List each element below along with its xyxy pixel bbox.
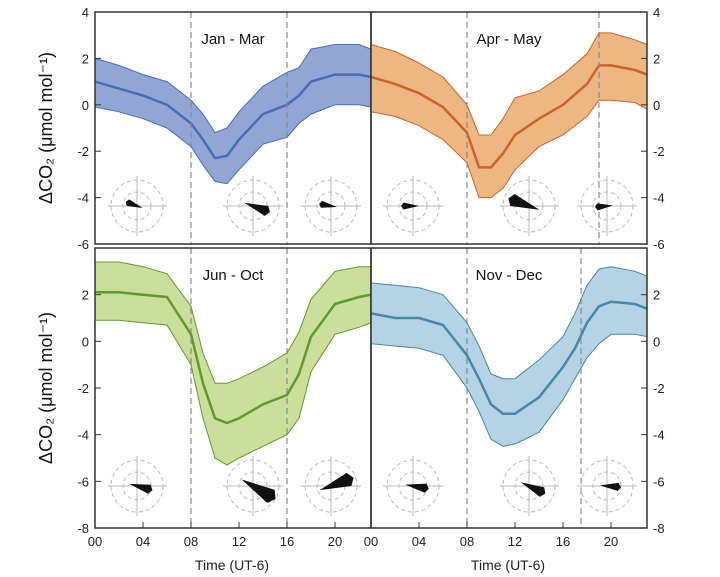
wind-rose — [383, 456, 443, 516]
panel-title: Apr - May — [476, 31, 542, 48]
x-tick-label: 08 — [460, 534, 474, 549]
wind-rose-petal — [319, 200, 337, 208]
wind-rose-petal — [241, 479, 276, 503]
panel-title: Jun - Oct — [203, 267, 265, 284]
confidence-band — [370, 32, 648, 199]
y-tick-label: -6 — [77, 474, 89, 489]
y-tick-label: -4 — [77, 191, 89, 206]
chart-panel: Jan - Mar 4 2 0 -2 -4 -6 — [77, 5, 372, 252]
wind-rose — [301, 456, 361, 516]
chart-panel: Apr - May 4 2 0 -2 -4 -6 — [370, 5, 665, 252]
wind-rose — [499, 456, 559, 516]
x-tick-label: 16 — [280, 534, 294, 549]
wind-rose-petal — [520, 482, 546, 497]
wind-rose-petal — [405, 483, 429, 493]
wind-rose — [107, 456, 167, 516]
wind-rose-petal — [244, 202, 270, 216]
y-tick-label: -2 — [77, 381, 89, 396]
wind-rose — [223, 176, 283, 236]
panel-frame — [370, 11, 648, 245]
x-tick-label: 08 — [184, 534, 198, 549]
wind-rose-petal — [401, 202, 419, 210]
y-tick-label: -8 — [653, 521, 665, 536]
y-tick-label: 0 — [653, 334, 660, 349]
x-tick-label: 00 — [88, 534, 102, 549]
panel-title: Jan - Mar — [201, 31, 264, 48]
y-tick-label: 0 — [653, 98, 660, 113]
y-tick-label: 0 — [82, 334, 89, 349]
y-tick-label: 4 — [82, 5, 89, 20]
wind-rose — [499, 176, 559, 236]
y-tick-label: 2 — [82, 51, 89, 66]
y-tick-label: -2 — [77, 144, 89, 159]
confidence-band — [370, 266, 648, 447]
y-tick-label: -6 — [77, 237, 89, 252]
wind-rose-petal — [125, 199, 143, 209]
x-tick-label: 00 — [364, 534, 378, 549]
y-tick-label: -4 — [653, 191, 665, 206]
y-tick-label: -4 — [77, 428, 89, 443]
confidence-band — [94, 261, 372, 466]
x-tick-label: 20 — [604, 534, 618, 549]
wind-rose — [301, 176, 361, 236]
wind-rose-petal — [508, 193, 540, 210]
wind-rose-petal — [600, 482, 621, 492]
x-tick-label: 12 — [232, 534, 246, 549]
y-tick-label: 0 — [82, 98, 89, 113]
xlabel-right: Time (UT-6) — [471, 557, 545, 573]
ylabel-top: ΔCO₂ (μmol mol⁻¹) — [36, 52, 56, 204]
y-tick-label: -2 — [653, 144, 665, 159]
y-tick-label: 2 — [82, 288, 89, 303]
confidence-band — [94, 44, 372, 185]
panel-title: Nov - Dec — [476, 267, 543, 284]
y-tick-label: 4 — [653, 5, 660, 20]
x-tick-label: 16 — [556, 534, 570, 549]
y-tick-label: -6 — [653, 237, 665, 252]
mean-line — [370, 64, 648, 169]
x-tick-label: 04 — [412, 534, 426, 549]
x-tick-label: 12 — [508, 534, 522, 549]
xlabel-left: Time (UT-6) — [195, 557, 269, 573]
x-tick-label: 20 — [328, 534, 342, 549]
wind-rose-petal — [595, 203, 613, 211]
wind-rose-petal — [319, 472, 354, 491]
mean-line — [95, 291, 372, 425]
y-tick-label: -8 — [77, 521, 89, 536]
y-tick-label: 2 — [653, 288, 660, 303]
ylabel-bottom: ΔCO₂ (μmol mol⁻¹) — [36, 312, 56, 464]
wind-rose — [223, 456, 283, 516]
y-tick-label: -4 — [653, 428, 665, 443]
wind-rose — [577, 176, 637, 236]
y-tick-label: -2 — [653, 381, 665, 396]
mean-line — [94, 73, 372, 160]
wind-rose — [107, 176, 167, 236]
y-tick-label: -6 — [653, 474, 665, 489]
wind-rose — [577, 456, 637, 516]
mean-line — [370, 300, 648, 415]
y-tick-label: 2 — [653, 51, 660, 66]
x-tick-label: 04 — [136, 534, 150, 549]
wind-rose-petal — [129, 483, 153, 494]
wind-rose — [383, 176, 443, 236]
